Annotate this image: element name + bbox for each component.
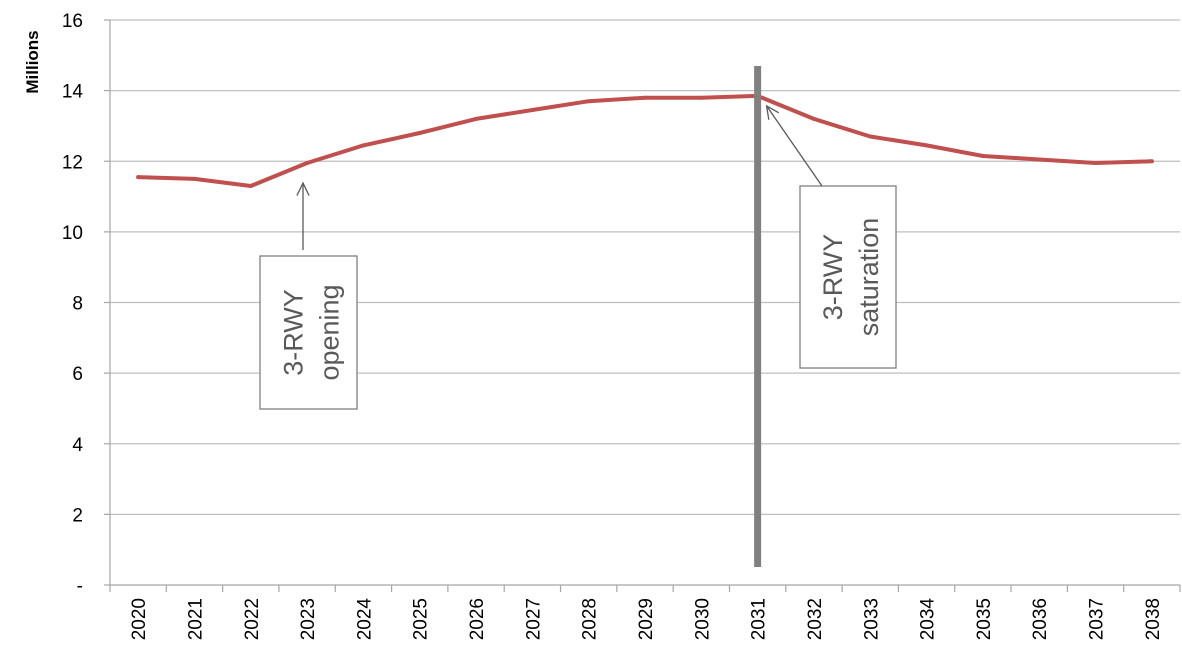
data-point <box>248 183 253 188</box>
data-point <box>530 108 535 113</box>
data-point <box>924 143 929 148</box>
x-tick-label: 2034 <box>918 598 939 641</box>
data-point <box>586 99 591 104</box>
y-tick-label: 4 <box>72 435 83 456</box>
data-point <box>1037 157 1042 162</box>
x-tick-label: 2021 <box>185 598 206 640</box>
x-tick-label: 2029 <box>636 598 657 640</box>
x-tick-label: 2032 <box>805 598 826 640</box>
annotation-arrow-head <box>765 104 780 120</box>
data-point <box>1149 159 1154 164</box>
data-point <box>136 175 141 180</box>
y-tick-labels: - 2 4 6 8 10 12 14 16 <box>62 11 84 597</box>
y-axis-title: Millions <box>23 30 42 93</box>
x-tick-labels: 2020 2021 2022 2023 2024 2025 2026 2027 2028 2029… <box>129 598 1164 641</box>
annotation-callout: 3-RWY opening <box>259 181 358 410</box>
y-tick-label: 8 <box>72 294 83 315</box>
series-line <box>136 93 1154 188</box>
y-tick-label: 16 <box>62 11 83 32</box>
x-tick-label: 2033 <box>861 598 882 640</box>
data-point <box>868 134 873 139</box>
x-tick-label: 2036 <box>1030 598 1051 640</box>
y-tick-label: - <box>77 576 83 597</box>
data-point <box>980 153 985 158</box>
x-tick-label: 2024 <box>354 598 375 641</box>
data-point <box>417 131 422 135</box>
data-point <box>305 161 310 166</box>
annotation-text: 3-RWY opening <box>279 284 345 380</box>
annotation-text-line: opening <box>315 284 345 380</box>
data-point <box>192 176 197 181</box>
annotation-text-line: 3-RWY <box>818 234 848 321</box>
annotation-text: 3-RWY saturation <box>818 218 884 337</box>
data-point <box>474 116 479 121</box>
y-tick-label: 12 <box>62 152 83 173</box>
x-tick-label: 2025 <box>411 598 432 640</box>
y-tick-label: 6 <box>72 364 83 385</box>
data-point <box>699 95 704 100</box>
y-tick-label: 2 <box>72 505 83 526</box>
data-point <box>811 116 816 121</box>
x-tick-label: 2020 <box>129 598 150 640</box>
annotation-callout: 3-RWY saturation <box>765 104 897 369</box>
data-point <box>643 95 647 100</box>
annotation-box <box>259 255 358 410</box>
x-tick-label: 2027 <box>523 598 544 640</box>
x-tick-label: 2031 <box>749 598 770 640</box>
annotation-text-line: 3-RWY <box>279 289 309 376</box>
x-tick-label: 2038 <box>1143 598 1164 640</box>
y-tick-label: 14 <box>62 82 84 103</box>
x-tick-label: 2028 <box>580 598 601 640</box>
annotation-text-line: saturation <box>854 218 884 337</box>
annotation-arrow-shaft <box>766 105 823 187</box>
annotation-arrow-head <box>296 181 310 196</box>
x-tick-label: 2022 <box>242 598 263 640</box>
axes <box>104 19 1181 592</box>
x-tick-label: 2023 <box>298 598 319 640</box>
x-tick-label: 2037 <box>1087 598 1108 640</box>
data-point <box>1093 161 1098 166</box>
series-layer <box>136 93 1154 188</box>
y-tick-label: 10 <box>62 223 83 244</box>
annotation-box <box>799 185 897 369</box>
data-point <box>361 143 366 148</box>
x-tick-label: 2035 <box>974 598 995 640</box>
x-tick-label: 2030 <box>692 598 713 640</box>
x-tick-label: 2026 <box>467 598 488 640</box>
